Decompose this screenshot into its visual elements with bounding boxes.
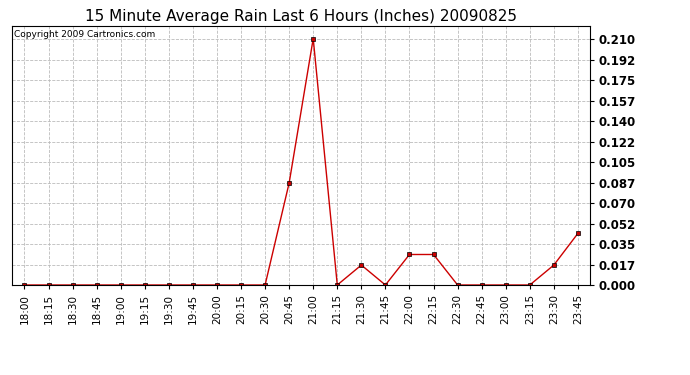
Text: Copyright 2009 Cartronics.com: Copyright 2009 Cartronics.com	[14, 30, 155, 39]
Title: 15 Minute Average Rain Last 6 Hours (Inches) 20090825: 15 Minute Average Rain Last 6 Hours (Inc…	[85, 9, 518, 24]
